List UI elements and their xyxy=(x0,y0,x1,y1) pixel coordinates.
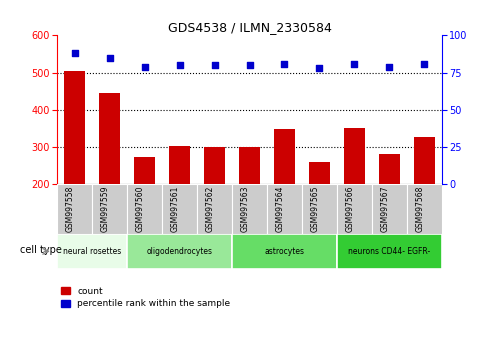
Point xyxy=(211,62,219,68)
Bar xyxy=(379,154,400,258)
Text: GSM997564: GSM997564 xyxy=(275,185,284,232)
Point xyxy=(350,61,358,67)
Point xyxy=(71,50,79,56)
Text: oligodendrocytes: oligodendrocytes xyxy=(147,247,213,256)
Bar xyxy=(127,234,232,269)
Bar xyxy=(162,184,197,234)
Text: GSM997558: GSM997558 xyxy=(66,185,75,232)
Bar xyxy=(169,146,190,258)
Bar xyxy=(337,184,372,234)
Text: GSM997560: GSM997560 xyxy=(136,185,145,232)
Text: neural rosettes: neural rosettes xyxy=(63,247,121,256)
Bar xyxy=(267,184,302,234)
Bar xyxy=(302,184,337,234)
Text: GSM997562: GSM997562 xyxy=(206,185,215,232)
Bar xyxy=(344,127,365,258)
Bar xyxy=(239,147,260,258)
Text: GSM997565: GSM997565 xyxy=(310,185,319,232)
Point xyxy=(280,61,288,67)
Point xyxy=(315,65,323,71)
Bar xyxy=(232,234,337,269)
Text: neurons CD44- EGFR-: neurons CD44- EGFR- xyxy=(348,247,430,256)
Bar xyxy=(92,184,127,234)
Point xyxy=(106,55,114,61)
Bar xyxy=(57,234,127,269)
Text: astrocytes: astrocytes xyxy=(264,247,304,256)
Title: GDS4538 / ILMN_2330584: GDS4538 / ILMN_2330584 xyxy=(168,21,331,34)
Text: GSM997566: GSM997566 xyxy=(345,185,354,232)
Point xyxy=(246,62,253,68)
Bar xyxy=(204,147,225,258)
Text: GSM997559: GSM997559 xyxy=(101,185,110,232)
Bar xyxy=(407,184,442,234)
Bar xyxy=(337,234,442,269)
Bar xyxy=(274,129,295,258)
Point xyxy=(420,61,428,67)
Bar xyxy=(57,184,92,234)
Text: GSM997563: GSM997563 xyxy=(241,185,250,232)
Legend: count, percentile rank within the sample: count, percentile rank within the sample xyxy=(57,283,234,312)
Bar xyxy=(134,157,155,258)
Text: GSM997567: GSM997567 xyxy=(380,185,389,232)
Bar xyxy=(197,184,232,234)
Bar xyxy=(372,184,407,234)
Point xyxy=(176,62,184,68)
Point xyxy=(141,64,149,69)
Text: GSM997568: GSM997568 xyxy=(415,185,424,232)
Text: cell type: cell type xyxy=(20,245,62,255)
Bar xyxy=(99,93,120,258)
Bar xyxy=(232,184,267,234)
Bar xyxy=(309,162,330,258)
Text: GSM997561: GSM997561 xyxy=(171,185,180,232)
Bar xyxy=(414,137,435,258)
Point xyxy=(385,64,393,69)
Bar xyxy=(127,184,162,234)
Bar xyxy=(64,72,85,258)
